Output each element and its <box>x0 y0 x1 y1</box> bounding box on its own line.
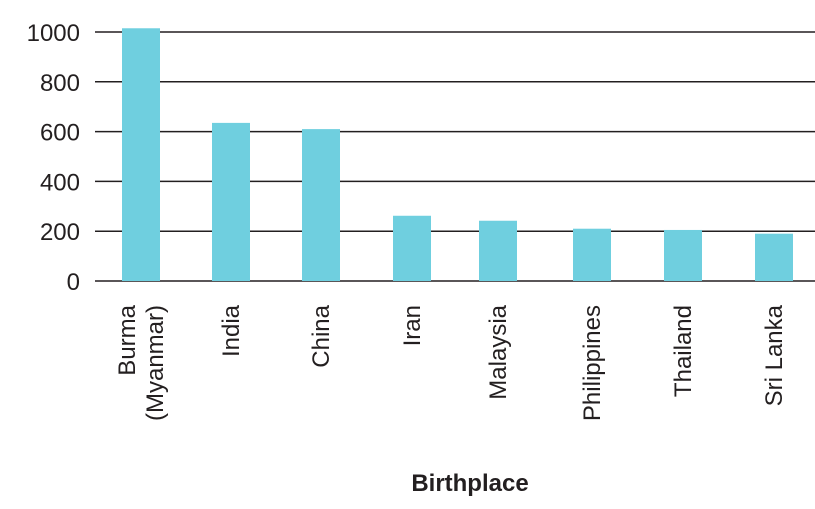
y-tick-label: 0 <box>67 269 80 296</box>
x-tick-label: China <box>308 304 335 367</box>
y-tick-label: 600 <box>40 120 80 147</box>
bar <box>393 215 431 281</box>
x-tick-label: Iran <box>399 305 426 346</box>
bar <box>573 228 611 281</box>
gridlines <box>95 31 815 282</box>
x-tick-label: India <box>218 304 245 357</box>
bar <box>755 233 793 281</box>
x-axis-title: Birthplace <box>411 470 528 497</box>
x-tick-label: Thailand <box>670 305 697 397</box>
bar <box>122 28 160 281</box>
x-tick-label: Sri Lanka <box>761 304 788 406</box>
y-tick-label: 400 <box>40 169 80 196</box>
bars <box>122 28 793 281</box>
x-tick-label: Burma <box>114 304 141 375</box>
bar <box>212 122 250 281</box>
bar <box>302 129 340 281</box>
x-tick-labels: Burma (Myanmar) India China Iran Malaysia Phil… <box>114 304 788 421</box>
y-tick-label: 800 <box>40 70 80 97</box>
y-tick-label: 1000 <box>27 20 80 47</box>
bar <box>664 229 702 281</box>
x-tick-label: Malaysia <box>485 304 512 399</box>
y-tick-labels: 0 200 400 600 800 1000 <box>27 20 80 296</box>
bar <box>479 220 517 281</box>
x-tick-label: Philippines <box>579 305 606 421</box>
y-tick-label: 200 <box>40 219 80 246</box>
x-tick-label: (Myanmar) <box>142 305 169 421</box>
